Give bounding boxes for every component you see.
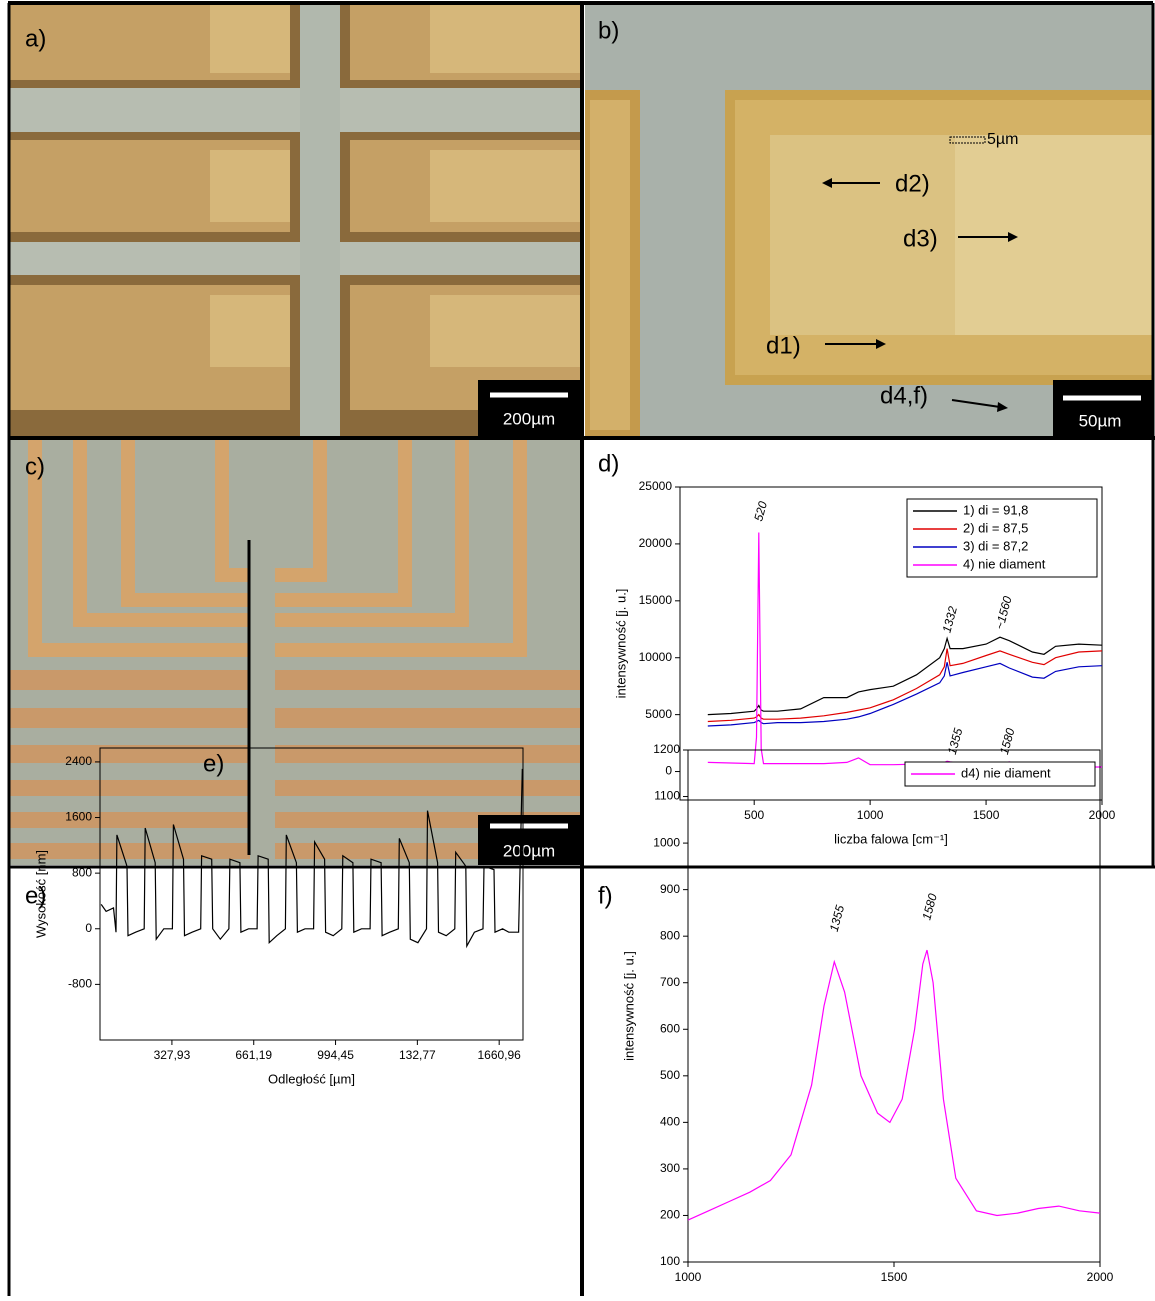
y-tick-label: 900 [660, 882, 680, 896]
y-tick-label: 0 [665, 764, 672, 778]
y-tick-label: 200 [660, 1208, 680, 1222]
plot-frame [99, 747, 524, 1041]
x-tick-label: 500 [744, 808, 764, 822]
y-tick-label: 10000 [639, 650, 673, 664]
y-tick-label: 2400 [65, 754, 92, 768]
y-tick-label: 20000 [639, 536, 673, 550]
x-tick-label: 661,19 [235, 1048, 272, 1062]
y-tick-label: 400 [660, 1115, 680, 1129]
legend-label: 2) di = 87,5 [963, 520, 1028, 535]
y-tick-label: 800 [660, 928, 680, 942]
y-tick-label: 700 [660, 975, 680, 989]
legend-label: 3) di = 87,2 [963, 538, 1028, 553]
point-label: d2) [895, 170, 930, 197]
panel-label: f) [598, 882, 613, 909]
y-tick-label: 1100 [654, 789, 680, 803]
annotation: 520 [751, 499, 770, 522]
y-tick-label: 800 [72, 865, 92, 879]
x-tick-label: 1500 [973, 808, 1000, 822]
x-tick-label: 1000 [675, 1270, 702, 1284]
y-tick-label: 100 [660, 1254, 680, 1268]
panel-label: b) [598, 17, 619, 44]
legend-label: d4) nie diament [961, 765, 1051, 780]
y-tick-label: 15000 [639, 593, 673, 607]
y-tick-label: 25000 [639, 479, 673, 493]
point-label: d3) [903, 225, 938, 252]
y-axis-label: intensywność [j. u.] [621, 951, 636, 1061]
annotation: 1355 [945, 726, 966, 756]
scale-label: 200µm [503, 409, 555, 428]
series-line [707, 662, 1103, 727]
photo-c: e) 200µm c) [10, 440, 580, 865]
annotation: 1332 [940, 605, 961, 635]
line-label: e) [203, 750, 224, 777]
legend-label: 1) di = 91,8 [963, 502, 1028, 517]
y-tick-label: 500 [660, 1068, 680, 1082]
y-tick-label: 600 [660, 1021, 680, 1035]
marker-label: 5µm [987, 131, 1018, 148]
photo-b: 5µm d2) d3) d1) d4,f) 50µm b) [585, 5, 1153, 437]
panel-borders [7, 1, 1155, 1296]
y-tick-label: 1000 [653, 835, 680, 849]
y-tick-label: 5000 [645, 707, 672, 721]
y-axis-label: intensywność [j. u.] [613, 589, 628, 699]
y-tick-label: 300 [660, 1161, 680, 1175]
x-tick-label: 994,45 [317, 1048, 354, 1062]
y-tick-label: 1200 [653, 742, 680, 756]
plot-frame [679, 486, 1103, 801]
legend-label: 4) nie diament [963, 556, 1046, 571]
panel-label: d) [598, 450, 619, 477]
y-tick-label: 0 [85, 921, 92, 935]
x-axis-label: liczba falowa [cm⁻¹] [834, 831, 948, 846]
series-line [687, 949, 1101, 1221]
x-tick-label: 132,77 [399, 1048, 436, 1062]
x-tick-label: 2000 [1087, 1270, 1114, 1284]
panel-label: c) [25, 453, 45, 480]
plot-frame [687, 749, 1101, 1263]
x-tick-label: 1000 [857, 808, 884, 822]
annotation: 1580 [919, 892, 940, 922]
x-tick-label: 327,93 [154, 1048, 191, 1062]
x-tick-label: 1660,96 [477, 1048, 521, 1062]
point-label: d4,f) [880, 382, 928, 409]
y-tick-label: -800 [68, 977, 92, 991]
y-axis-label: Wysokość [nm] [33, 850, 48, 938]
annotation: ~1560 [992, 594, 1014, 630]
scale-label: 50µm [1079, 411, 1122, 430]
y-tick-label: 1600 [65, 810, 92, 824]
x-tick-label: 2000 [1089, 808, 1116, 822]
x-axis-label: Odległość [µm] [268, 1071, 355, 1086]
point-label: d1) [766, 332, 801, 359]
scale-label: 200µm [503, 841, 555, 860]
series-line [707, 636, 1103, 716]
series-line [100, 768, 523, 949]
photo-a: 200µm a) [10, 5, 580, 437]
legend-box [906, 498, 1098, 578]
panel-label: a) [25, 25, 46, 52]
annotation: 1355 [827, 903, 848, 933]
annotation: 1580 [997, 726, 1018, 756]
x-tick-label: 1500 [881, 1270, 908, 1284]
series-line [707, 648, 1103, 723]
panel-label: e) [25, 882, 46, 909]
